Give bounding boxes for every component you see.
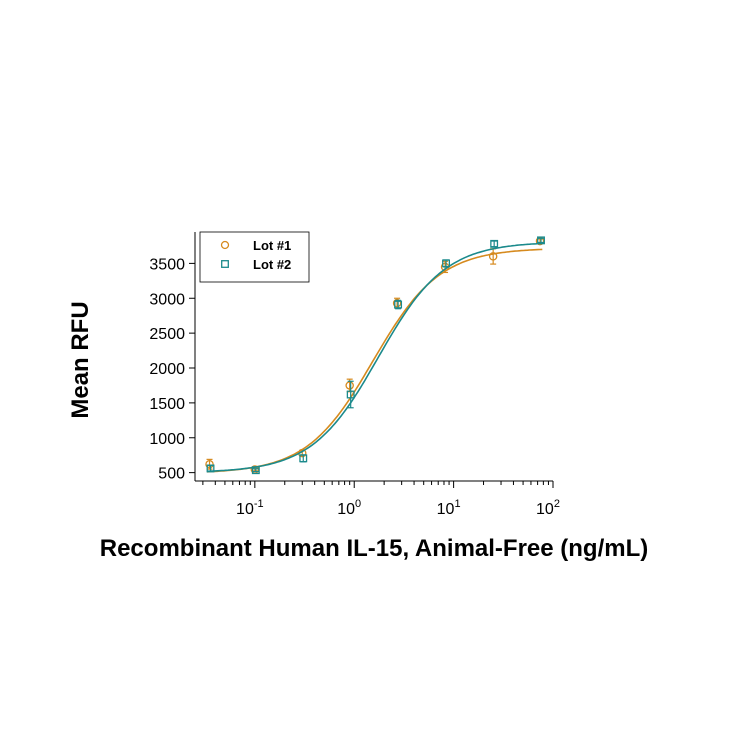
data-point-lot-2	[490, 239, 499, 248]
data-point-lot-1	[392, 298, 402, 308]
y-tick-label: 1500	[149, 396, 185, 413]
legend-box	[199, 231, 310, 283]
y-tick-label: 2000	[149, 361, 185, 378]
legend-marker-square	[221, 260, 229, 268]
x-ticks: 10-1 100 101 102	[202, 481, 560, 518]
y-tick-label: 3500	[149, 256, 185, 273]
fit-curve-1	[206, 248, 543, 473]
legend-items: Lot #1 Lot #2	[220, 238, 291, 272]
y-tick-label: 1000	[149, 431, 185, 448]
data-point-lot-2	[251, 466, 260, 475]
x-tick-label: 101	[437, 498, 461, 518]
legend-marker-circle	[220, 240, 230, 250]
y-axis-title: Mean RFU	[67, 301, 94, 418]
plot-area	[205, 236, 545, 475]
data-point-lot-2	[442, 259, 450, 268]
y-tick-label: 500	[158, 466, 185, 483]
fit-curve-2	[206, 242, 543, 473]
data-point-lot-1	[205, 460, 214, 469]
legend: Lot #1 Lot #2	[199, 231, 310, 283]
legend-label: Lot #1	[253, 238, 291, 253]
x-tick-label: 102	[536, 498, 560, 518]
data-point-lot-2	[299, 454, 308, 463]
y-tick-label: 2500	[149, 326, 185, 343]
x-tick-label: 100	[337, 498, 361, 518]
data-point-lot-2	[346, 390, 355, 399]
x-tick-label: 10-1	[236, 498, 264, 518]
legend-label: Lot #2	[253, 257, 291, 272]
x-axis-title: Recombinant Human IL-15, Animal-Free (ng…	[100, 535, 649, 562]
y-tick-label: 3000	[149, 291, 185, 308]
data-point-lot-2	[206, 464, 215, 473]
y-ticks: 500 1000 1500 2000 2500 3000 3500	[149, 256, 195, 483]
data-point-lot-1	[488, 252, 498, 261]
data-point-lot-2	[394, 300, 403, 309]
data-point-lot-2	[537, 236, 545, 245]
